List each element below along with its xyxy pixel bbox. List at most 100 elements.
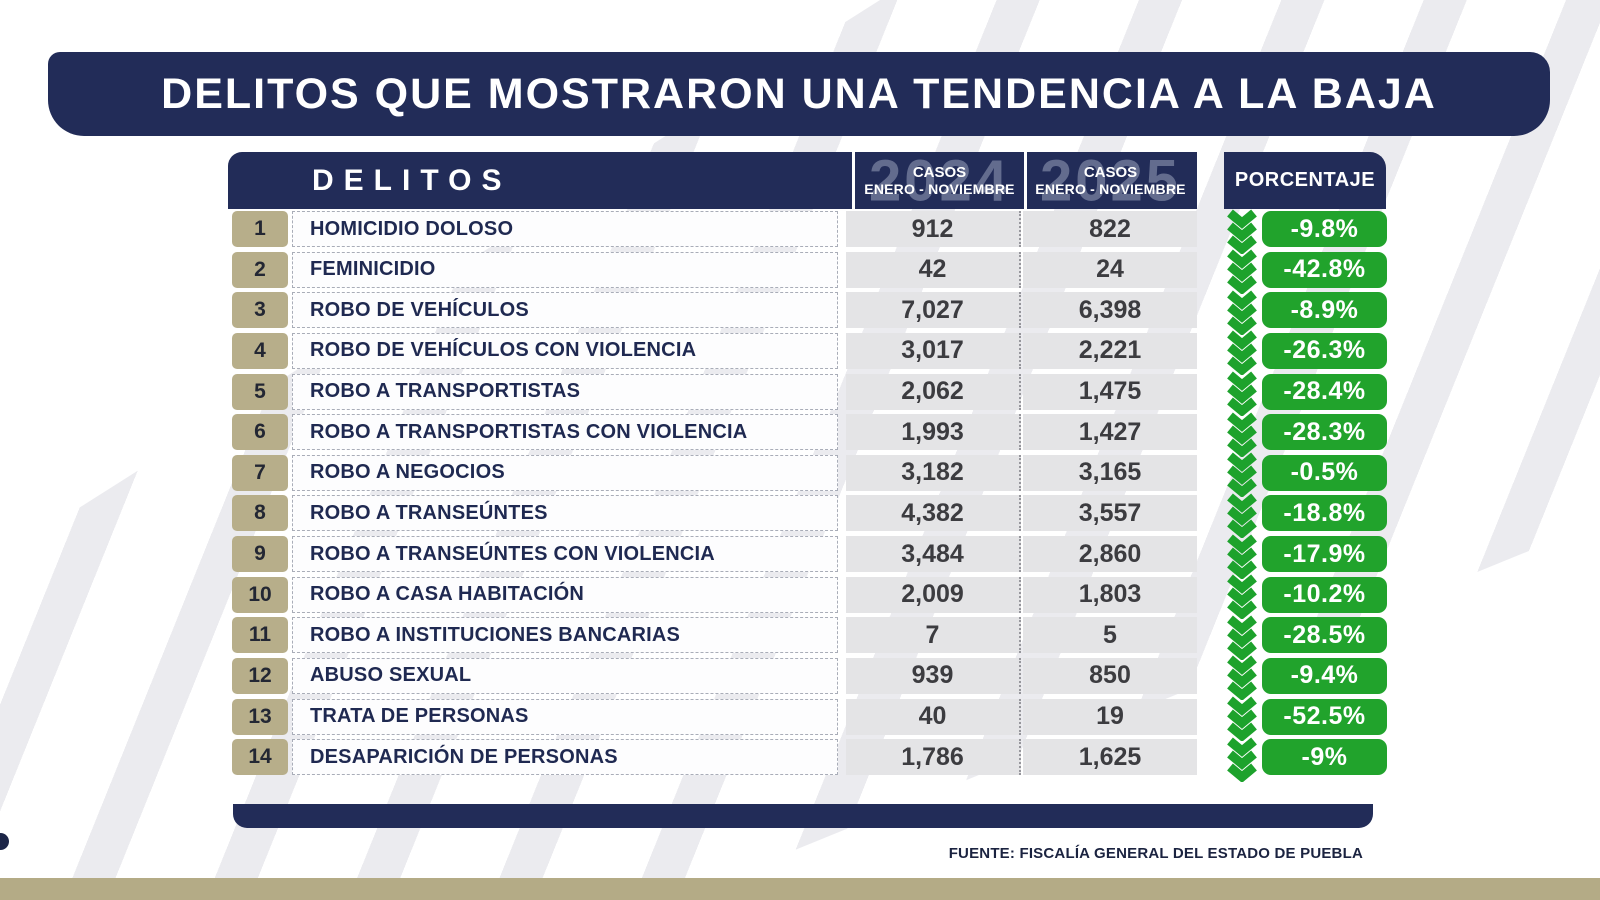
cases-2024-cell: 42 <box>846 251 1021 288</box>
table-header: DELITOS 2024 CASOS ENERO - NOVIEMBRE 202… <box>228 152 1197 209</box>
bottom-band <box>0 878 1600 900</box>
percentage-badge: -9.8% <box>1262 211 1387 247</box>
title-banner: DELITOS QUE MOSTRARON UNA TENDENCIA A LA… <box>48 52 1550 136</box>
row-number-badge: 14 <box>232 739 288 776</box>
row-number-badge: 2 <box>232 251 288 288</box>
table-row: 3 ROBO DE VEHÍCULOS 7,027 6,398 -8.9% <box>0 290 1600 335</box>
crime-name-cell: ROBO A NEGOCIOS <box>292 454 838 491</box>
casos-label: CASOS <box>912 164 967 181</box>
column-header-casos-2025: 2025 CASOS ENERO - NOVIEMBRE <box>1024 152 1194 209</box>
percentage-badge: -28.3% <box>1262 414 1387 451</box>
cases-2025-cell: 2,860 <box>1023 536 1197 572</box>
column-header-delitos: DELITOS <box>312 163 512 197</box>
triple-chevron-down-icon <box>1224 207 1260 254</box>
row-number-badge: 10 <box>232 576 288 613</box>
percentage-badge: -28.4% <box>1262 373 1387 410</box>
crime-name-cell: ROBO DE VEHÍCULOS CON VIOLENCIA <box>292 332 838 369</box>
table-row: 5 ROBO A TRANSPORTISTAS 2,062 1,475 -28.… <box>0 371 1600 416</box>
column-header-porcentaje: PORCENTAJE <box>1224 152 1386 209</box>
row-number-badge: 8 <box>232 495 288 532</box>
row-number-badge: 12 <box>232 657 288 694</box>
cases-2024-cell: 1,786 <box>846 739 1021 776</box>
cases-2024-cell: 4,382 <box>846 495 1021 532</box>
triple-chevron-down-icon <box>1224 695 1260 742</box>
triple-chevron-down-icon <box>1224 329 1260 376</box>
table-row: 2 FEMINICIDIO 42 24 -42.8% <box>0 249 1600 295</box>
crime-name-cell: HOMICIDIO DOLOSO <box>292 211 838 247</box>
triple-chevron-down-icon <box>1224 654 1260 701</box>
row-number-badge: 11 <box>232 617 288 654</box>
triple-chevron-down-icon <box>1224 532 1260 579</box>
triple-chevron-down-icon <box>1224 248 1260 295</box>
cases-2025-cell: 1,427 <box>1023 414 1197 451</box>
cases-2025-cell: 1,475 <box>1023 373 1197 410</box>
table-rows: 1 HOMICIDIO DOLOSO 912 822 -9.8% 2 FEMIN… <box>0 209 1600 782</box>
triple-chevron-down-icon <box>1224 410 1260 457</box>
row-number-badge: 3 <box>232 292 288 329</box>
crime-name-cell: FEMINICIDIO <box>292 251 838 288</box>
row-number-badge: 5 <box>232 373 288 410</box>
percentage-badge: -9% <box>1262 739 1387 776</box>
percentage-badge: -18.8% <box>1262 495 1387 532</box>
crime-name-cell: ROBO A TRANSPORTISTAS <box>292 373 838 410</box>
table-row: 7 ROBO A NEGOCIOS 3,182 3,165 -0.5% <box>0 452 1600 498</box>
table-row: 12 ABUSO SEXUAL 939 850 -9.4% <box>0 655 1600 701</box>
crime-name-cell: ROBO A TRANSPORTISTAS CON VIOLENCIA <box>292 414 838 451</box>
crime-name-cell: ROBO A TRANSEÚNTES <box>292 495 838 532</box>
percentage-badge: -28.5% <box>1262 617 1387 654</box>
table-footer-bar <box>233 804 1373 828</box>
cases-2025-cell: 3,557 <box>1023 495 1197 532</box>
triple-chevron-down-icon <box>1224 451 1260 498</box>
table-row: 13 TRATA DE PERSONAS 40 19 -52.5% <box>0 696 1600 741</box>
cases-2025-cell: 24 <box>1023 251 1197 288</box>
crime-name-cell: DESAPARICIÓN DE PERSONAS <box>292 739 838 776</box>
percentage-badge: -42.8% <box>1262 251 1387 288</box>
cases-2024-cell: 2,062 <box>846 373 1021 410</box>
row-number-badge: 1 <box>232 211 288 247</box>
cases-2025-cell: 2,221 <box>1023 332 1197 369</box>
percentage-badge: -0.5% <box>1262 454 1387 491</box>
cases-2025-cell: 5 <box>1023 617 1197 654</box>
crime-name-cell: ROBO A CASA HABITACIÓN <box>292 576 838 613</box>
cases-2025-cell: 6,398 <box>1023 292 1197 329</box>
cases-2024-cell: 3,182 <box>846 454 1021 491</box>
percentage-badge: -9.4% <box>1262 657 1387 694</box>
percentage-badge: -17.9% <box>1262 536 1387 572</box>
triple-chevron-down-icon <box>1224 735 1260 782</box>
percentage-badge: -8.9% <box>1262 292 1387 329</box>
period-label: ENERO - NOVIEMBRE <box>864 181 1015 197</box>
triple-chevron-down-icon <box>1224 573 1260 620</box>
row-number-badge: 4 <box>232 332 288 369</box>
cases-2025-cell: 850 <box>1023 657 1197 694</box>
crime-name-cell: ROBO A TRANSEÚNTES CON VIOLENCIA <box>292 536 838 572</box>
cases-2024-cell: 1,993 <box>846 414 1021 451</box>
ghost-year-2025: 2025 <box>1039 152 1182 209</box>
table-row: 4 ROBO DE VEHÍCULOS CON VIOLENCIA 3,017 … <box>0 330 1600 376</box>
crime-name-cell: ROBO DE VEHÍCULOS <box>292 292 838 329</box>
cases-2025-cell: 19 <box>1023 698 1197 735</box>
cases-2025-cell: 3,165 <box>1023 454 1197 491</box>
column-header-casos-2024: 2024 CASOS ENERO - NOVIEMBRE <box>852 152 1024 209</box>
crime-name-cell: ROBO A INSTITUCIONES BANCARIAS <box>292 617 838 654</box>
triple-chevron-down-icon <box>1224 370 1260 417</box>
percentage-badge: -26.3% <box>1262 332 1387 369</box>
cases-2024-cell: 7,027 <box>846 292 1021 329</box>
cases-2024-cell: 3,017 <box>846 332 1021 369</box>
table-row: 6 ROBO A TRANSPORTISTAS CON VIOLENCIA 1,… <box>0 412 1600 457</box>
triple-chevron-down-icon <box>1224 288 1260 335</box>
cases-2024-cell: 2,009 <box>846 576 1021 613</box>
percentage-badge: -52.5% <box>1262 698 1387 735</box>
triple-chevron-down-icon <box>1224 491 1260 538</box>
row-number-badge: 7 <box>232 454 288 491</box>
period-label: ENERO - NOVIEMBRE <box>1035 181 1186 197</box>
triple-chevron-down-icon <box>1224 613 1260 660</box>
crime-name-cell: TRATA DE PERSONAS <box>292 698 838 735</box>
table-row: 14 DESAPARICIÓN DE PERSONAS 1,786 1,625 … <box>0 737 1600 782</box>
table-row: 1 HOMICIDIO DOLOSO 912 822 -9.8% <box>0 209 1600 254</box>
cases-2025-cell: 1,625 <box>1023 739 1197 776</box>
crime-name-cell: ABUSO SEXUAL <box>292 657 838 694</box>
cases-2024-cell: 7 <box>846 617 1021 654</box>
cases-2024-cell: 40 <box>846 698 1021 735</box>
ghost-year-2024: 2024 <box>868 152 1011 209</box>
table-row: 10 ROBO A CASA HABITACIÓN 2,009 1,803 -1… <box>0 574 1600 620</box>
